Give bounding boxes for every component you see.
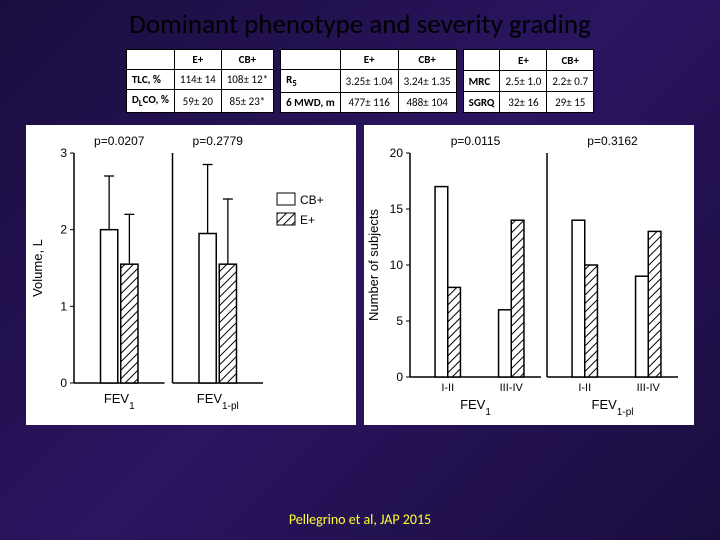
t1-r1c0: DLCO, % bbox=[126, 90, 174, 113]
svg-text:I-II: I-II bbox=[441, 382, 454, 394]
citation: Pellegrino et al, JAP 2015 bbox=[0, 511, 720, 528]
t3-r0c1: 2.5± 1.0 bbox=[500, 71, 547, 92]
svg-text:Number of subjects: Number of subjects bbox=[366, 209, 381, 321]
svg-text:p=0.0115: p=0.0115 bbox=[451, 134, 501, 148]
t1-r0c1: 114± 14 bbox=[174, 70, 221, 90]
t3-r1c1: 32± 16 bbox=[500, 92, 547, 113]
t1-r1c1: 59± 20 bbox=[174, 90, 221, 113]
svg-text:2: 2 bbox=[60, 223, 67, 237]
svg-text:0: 0 bbox=[396, 370, 403, 384]
t2-h0 bbox=[281, 50, 341, 70]
t2-r1c2: 488± 104 bbox=[398, 93, 456, 113]
svg-text:15: 15 bbox=[390, 202, 404, 216]
svg-text:0: 0 bbox=[60, 376, 67, 390]
table-1: E+ CB+ TLC, % 114± 14 108± 12* DLCO, % 5… bbox=[126, 49, 274, 113]
svg-text:p=0.0207: p=0.0207 bbox=[94, 134, 145, 148]
t2-r0c2: 3.24± 1.35 bbox=[398, 70, 456, 93]
svg-text:I-II: I-II bbox=[578, 382, 591, 394]
svg-text:20: 20 bbox=[390, 146, 404, 160]
charts-container: 0123Volume, Lp=0.0207FEV1p=0.2779FEV1-pl… bbox=[0, 119, 720, 425]
t1-h0 bbox=[126, 50, 174, 70]
svg-text:p=0.3162: p=0.3162 bbox=[587, 134, 638, 148]
chart-left: 0123Volume, Lp=0.0207FEV1p=0.2779FEV1-pl… bbox=[26, 125, 356, 425]
page-title: Dominant phenotype and severity grading bbox=[0, 0, 720, 45]
svg-text:1: 1 bbox=[60, 300, 67, 314]
tables-container: E+ CB+ TLC, % 114± 14 108± 12* DLCO, % 5… bbox=[0, 45, 720, 119]
t2-h1: E+ bbox=[340, 50, 398, 70]
t3-r1c0: SGRQ bbox=[463, 92, 500, 113]
svg-text:CB+: CB+ bbox=[300, 193, 324, 207]
t1-r0c0: TLC, % bbox=[126, 70, 174, 90]
svg-text:10: 10 bbox=[390, 258, 404, 272]
svg-text:III-IV: III-IV bbox=[500, 382, 524, 394]
t3-r0c0: MRC bbox=[463, 71, 500, 92]
table-2: E+ CB+ R5 3.25± 1.04 3.24± 1.35 6 MWD, m… bbox=[280, 49, 457, 113]
svg-text:p=0.2779: p=0.2779 bbox=[193, 134, 244, 148]
t2-r1c0: 6 MWD, m bbox=[281, 93, 341, 113]
svg-text:E+: E+ bbox=[300, 213, 315, 227]
t1-r0c2: 108± 12* bbox=[221, 70, 273, 90]
t3-r0c2: 2.2± 0.7 bbox=[547, 71, 594, 92]
t3-h1: E+ bbox=[500, 50, 547, 71]
t1-h2: CB+ bbox=[221, 50, 273, 70]
t1-h1: E+ bbox=[174, 50, 221, 70]
t2-r0c0: R5 bbox=[281, 70, 341, 93]
svg-text:3: 3 bbox=[60, 146, 67, 160]
t3-r1c2: 29± 15 bbox=[547, 92, 594, 113]
svg-text:III-IV: III-IV bbox=[637, 382, 661, 394]
svg-text:5: 5 bbox=[396, 314, 403, 328]
chart-right: 0 5 10 15 20 Number of subjects p=0.0115 I-II II… bbox=[364, 125, 694, 425]
t1-r1c2: 85± 23* bbox=[221, 90, 273, 113]
t3-h0 bbox=[463, 50, 500, 71]
table-3: E+ CB+ MRC 2.5± 1.0 2.2± 0.7 SGRQ 32± 16… bbox=[463, 49, 595, 113]
t2-r1c1: 477± 116 bbox=[340, 93, 398, 113]
t2-h2: CB+ bbox=[398, 50, 456, 70]
svg-text:Volume, L: Volume, L bbox=[30, 239, 45, 297]
t2-r0c1: 3.25± 1.04 bbox=[340, 70, 398, 93]
t3-h2: CB+ bbox=[547, 50, 594, 71]
